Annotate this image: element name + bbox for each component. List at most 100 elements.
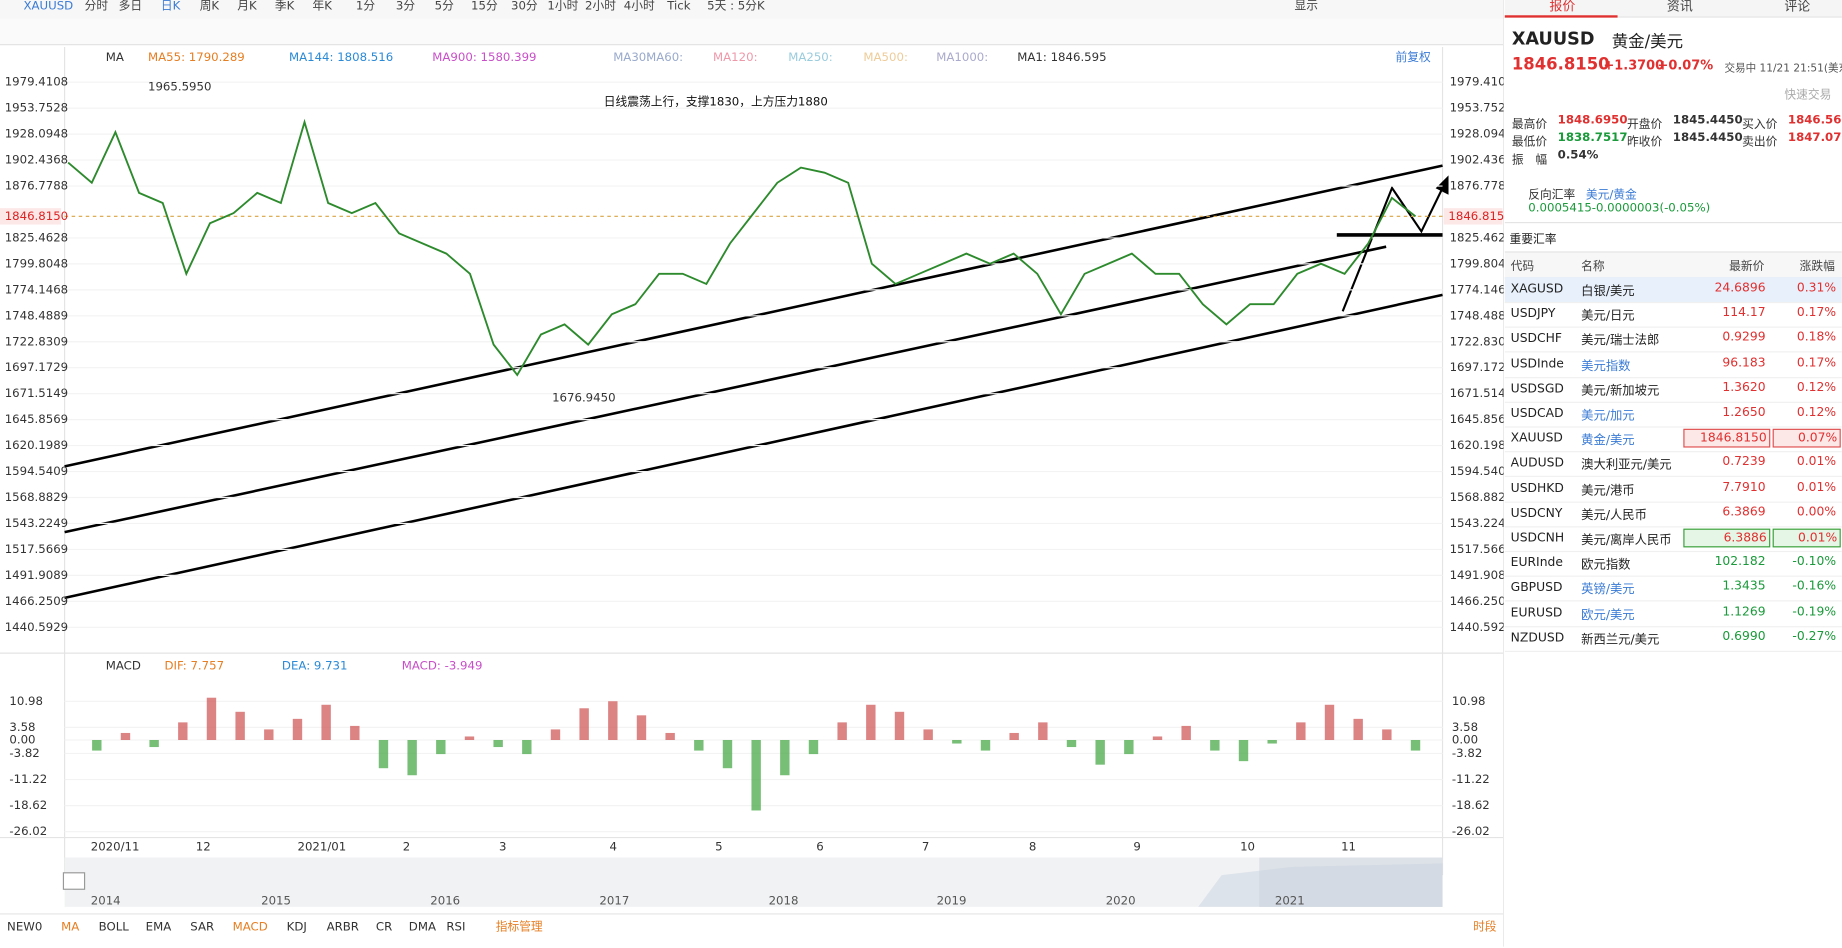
timeframe-tab[interactable]: 3分: [396, 0, 415, 12]
y-tick-label: -3.82: [9, 746, 39, 760]
quote-row[interactable]: USDCNY 美元/人民币 6.3869 0.00%: [1504, 501, 1842, 528]
indicator-tab[interactable]: CR: [376, 919, 392, 933]
indicator-tab[interactable]: RSI: [446, 919, 465, 933]
symbol-name: 黄金/美元: [1611, 32, 1684, 52]
macd-bar: [1324, 704, 1335, 741]
quote-row[interactable]: USDCHF 美元/瑞士法郎 0.9299 0.18%: [1504, 327, 1842, 353]
stat-label: 振 幅: [1511, 153, 1548, 167]
quote-row[interactable]: USDHKD 美元/港币 7.7910 0.01%: [1504, 476, 1842, 503]
indicator-tab[interactable]: MA: [61, 919, 79, 933]
indicator-tab[interactable]: BOLL: [99, 919, 130, 933]
indicator-tab[interactable]: 指标管理: [496, 919, 543, 933]
indicator-tab[interactable]: NEW0: [7, 919, 42, 933]
navigator-window[interactable]: [1259, 857, 1443, 907]
row-code: USDSGD: [1510, 381, 1564, 396]
y-tick-label: 1543.2249: [1450, 516, 1504, 530]
display-menu[interactable]: 显示: [1295, 0, 1319, 12]
y-tick-label: 1979.4108: [1450, 75, 1504, 89]
indicator-tab[interactable]: SAR: [190, 919, 214, 933]
macd-bar: [923, 729, 933, 741]
session-button[interactable]: 时段: [1473, 919, 1497, 933]
chart-area: XAUUSD 分时 多日 日K 周K 月K 季K 年K 1分 3分 5分 15分 30分 1小时 2小时 4小…: [0, 0, 1504, 947]
timeframe-tab[interactable]: XAUUSD: [23, 0, 73, 12]
x-tick-label: 12: [196, 839, 211, 853]
timeframe-tab[interactable]: 5天 : 5分K: [707, 0, 765, 12]
macd-bar: [120, 732, 131, 741]
x-tick-label: 6: [816, 839, 823, 853]
quote-row[interactable]: EURInde 欧元指数 102.182 -0.10%: [1504, 551, 1842, 577]
y-tick-label: 1620.1989: [5, 438, 68, 452]
macd-legend: DEA: 9.731: [282, 659, 348, 673]
quote-row[interactable]: NZDUSD 新西兰元/美元 0.6990 -0.27%: [1504, 626, 1842, 652]
y-tick-label: 1645.8569: [1450, 412, 1504, 426]
timeframe-tab[interactable]: 1小时: [547, 0, 578, 12]
trend-line: [64, 245, 1387, 534]
quote-row[interactable]: USDCAD 美元/加元 1.2650 0.12%: [1504, 402, 1842, 428]
indicator-tab[interactable]: KDJ: [287, 919, 307, 933]
timeframe-tab[interactable]: 2小时: [585, 0, 616, 12]
panel-tab[interactable]: 评论: [1784, 0, 1811, 15]
timeframe-tab[interactable]: 15分: [471, 0, 498, 12]
row-name: 黄金/美元: [1581, 433, 1635, 448]
row-change: -0.19%: [1792, 604, 1837, 619]
navigator-handle[interactable]: [62, 872, 86, 890]
panel-tab[interactable]: 报价: [1549, 0, 1576, 15]
table-header-bg: [1504, 251, 1842, 279]
quick-trade[interactable]: 快速交易: [1784, 89, 1832, 103]
timeframe-tab[interactable]: 年K: [312, 0, 332, 12]
timeframe-tab[interactable]: 月K: [237, 0, 257, 12]
row-change: 0.07%: [1772, 428, 1841, 448]
row-code: USDInde: [1510, 356, 1564, 371]
row-name: 美元/加元: [1581, 408, 1635, 423]
macd-bar: [235, 711, 245, 741]
indicator-tab[interactable]: DMA: [409, 919, 436, 933]
timeframe-tab[interactable]: 日K: [161, 0, 181, 12]
y-tick-label: 1799.8048: [1450, 256, 1504, 270]
quote-row[interactable]: GBPUSD 英镑/美元 1.3435 -0.16%: [1504, 576, 1842, 602]
timeframe-tab[interactable]: 多日: [119, 0, 142, 12]
column-header[interactable]: 涨跌幅: [1799, 260, 1835, 274]
timeframe-tab[interactable]: 季K: [275, 0, 295, 12]
indicator-tab[interactable]: ARBR: [327, 919, 359, 933]
quote-row[interactable]: XAUUSD 黄金/美元 1846.8150 0.07%: [1504, 427, 1842, 453]
macd-bar: [1038, 722, 1048, 741]
quote-row[interactable]: USDJPY 美元/日元 114.17 0.17%: [1504, 302, 1842, 328]
quote-row[interactable]: USDCNH 美元/离岸人民币 6.3886 0.01%: [1504, 526, 1842, 553]
y-tick-label: -26.02: [9, 824, 47, 838]
indicator-tab[interactable]: EMA: [146, 919, 172, 933]
column-header[interactable]: 名称: [1581, 260, 1605, 274]
timeframe-tab[interactable]: 4小时: [624, 0, 655, 12]
timeframe-tab[interactable]: 30分: [511, 0, 538, 12]
macd-bar: [1210, 740, 1220, 751]
macd-legend: MACD: -3.949: [402, 659, 483, 673]
y-tick-label: 1671.5149: [5, 386, 68, 400]
quote-row[interactable]: EURUSD 欧元/美元 1.1269 -0.19%: [1504, 601, 1842, 627]
navigator-year: 2014: [91, 893, 121, 907]
quote-row[interactable]: USDInde 美元指数 96.183 0.17%: [1504, 352, 1842, 378]
panel-tab[interactable]: 资讯: [1666, 0, 1693, 15]
row-code: EURInde: [1510, 555, 1563, 570]
y-tick-label: 1568.8829: [5, 490, 68, 504]
timeframe-tab[interactable]: Tick: [666, 0, 691, 12]
adjust-button[interactable]: 前复权: [1396, 50, 1431, 64]
y-tick-label: -26.02: [1452, 824, 1490, 838]
column-header[interactable]: 代码: [1510, 260, 1535, 274]
timeframe-tab[interactable]: 5分: [435, 0, 454, 12]
macd-bar: [493, 740, 503, 748]
navigator-year: 2019: [937, 893, 967, 907]
timeframe-tab[interactable]: 分时: [85, 0, 109, 12]
macd-bar: [550, 729, 561, 741]
column-header[interactable]: 最新价: [1729, 260, 1765, 274]
timeframe-tab[interactable]: 1分: [356, 0, 375, 12]
quote-row[interactable]: AUDUSD 澳大利亚元/美元 0.7239 0.01%: [1504, 452, 1842, 478]
macd-bar: [1296, 722, 1306, 741]
row-change: 0.00%: [1796, 504, 1837, 519]
timeframe-tab[interactable]: 周K: [200, 0, 220, 12]
row-name: 美元/港币: [1581, 483, 1635, 498]
ma-legend: MA250:: [788, 50, 833, 64]
indicator-tab[interactable]: MACD: [233, 919, 268, 933]
macd-bar: [579, 708, 589, 741]
current-price-label: 1846.8150: [5, 209, 68, 223]
quote-row[interactable]: XAGUSD 白银/美元 24.6896 0.31%: [1504, 277, 1842, 304]
quote-row[interactable]: USDSGD 美元/新加坡元 1.3620 0.12%: [1504, 377, 1842, 403]
